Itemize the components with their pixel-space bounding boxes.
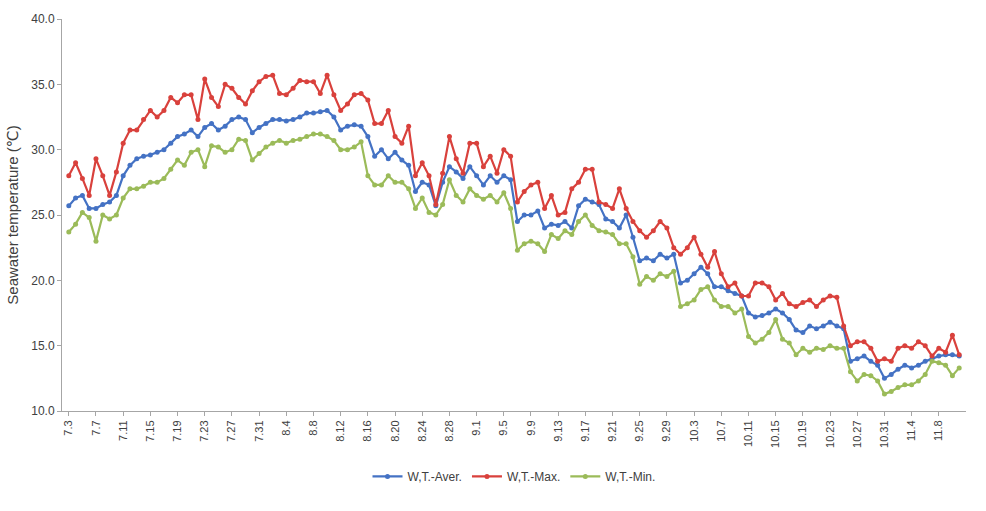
svg-text:9.5: 9.5: [497, 420, 509, 435]
svg-text:7.19: 7.19: [171, 420, 183, 441]
svg-text:10.31: 10.31: [878, 420, 890, 448]
svg-text:8.8: 8.8: [307, 420, 319, 435]
svg-text:7.23: 7.23: [198, 420, 210, 441]
svg-text:15.0: 15.0: [31, 339, 55, 353]
svg-text:9.9: 9.9: [525, 420, 537, 435]
svg-text:8.4: 8.4: [280, 420, 292, 435]
svg-text:25.0: 25.0: [31, 208, 55, 222]
svg-text:10.27: 10.27: [851, 420, 863, 448]
svg-text:9.29: 9.29: [661, 420, 673, 441]
svg-text:W,T.-Aver.: W,T.-Aver.: [408, 470, 462, 484]
svg-text:7.27: 7.27: [225, 420, 237, 441]
svg-text:7.11: 7.11: [117, 420, 129, 441]
svg-text:W,T.-Min.: W,T.-Min.: [605, 470, 655, 484]
svg-text:35.0: 35.0: [31, 78, 55, 92]
svg-text:8.20: 8.20: [389, 420, 401, 441]
svg-text:10.11: 10.11: [742, 420, 754, 447]
svg-text:10.3: 10.3: [688, 420, 700, 441]
svg-text:10.7: 10.7: [715, 420, 727, 441]
svg-text:10.23: 10.23: [824, 420, 836, 448]
svg-text:40.0: 40.0: [31, 12, 55, 26]
svg-text:10.15: 10.15: [769, 420, 781, 448]
svg-text:8.16: 8.16: [361, 420, 373, 441]
svg-text:9.21: 9.21: [606, 420, 618, 441]
svg-text:8.12: 8.12: [334, 420, 346, 441]
svg-text:11.4: 11.4: [905, 420, 917, 441]
svg-text:10.19: 10.19: [796, 420, 808, 448]
svg-text:8.28: 8.28: [443, 420, 455, 441]
svg-text:7.7: 7.7: [90, 420, 102, 435]
svg-text:W,T.-Max.: W,T.-Max.: [507, 470, 560, 484]
svg-text:7.31: 7.31: [253, 420, 265, 441]
svg-text:9.25: 9.25: [633, 420, 645, 441]
svg-text:20.0: 20.0: [31, 274, 55, 288]
svg-text:10.0: 10.0: [31, 404, 55, 418]
svg-text:7.15: 7.15: [144, 420, 156, 441]
svg-text:Seawater temperature (℃): Seawater temperature (℃): [4, 125, 21, 304]
svg-text:9.13: 9.13: [552, 420, 564, 441]
svg-text:9.1: 9.1: [470, 420, 482, 435]
svg-text:8.24: 8.24: [416, 420, 428, 441]
svg-text:9.17: 9.17: [579, 420, 591, 441]
svg-text:7.3: 7.3: [62, 420, 74, 435]
svg-text:30.0: 30.0: [31, 143, 55, 157]
svg-text:11.8: 11.8: [932, 420, 944, 441]
